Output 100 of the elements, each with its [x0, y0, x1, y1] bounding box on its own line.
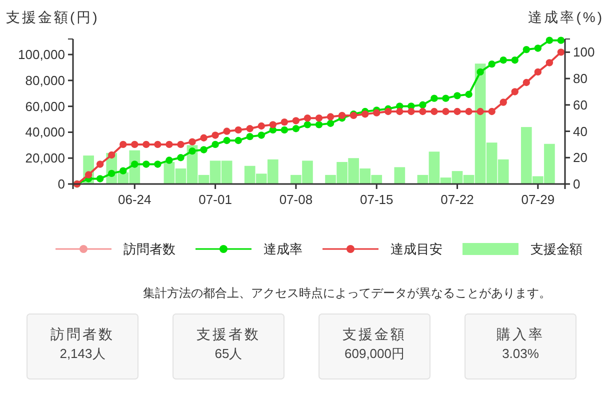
point — [454, 108, 461, 116]
point — [142, 140, 150, 148]
point — [177, 154, 184, 162]
point — [96, 160, 104, 168]
point — [108, 170, 116, 178]
point — [430, 94, 438, 102]
point — [280, 126, 288, 134]
y-tick-label: 80,000 — [25, 72, 65, 88]
text: 65人 — [214, 346, 242, 361]
legend-label: 達成目安 — [390, 242, 442, 256]
point — [200, 146, 208, 154]
point — [120, 140, 127, 148]
category-label: 訪問者数 — [50, 326, 114, 342]
point — [488, 60, 496, 68]
point — [396, 108, 404, 116]
y-tick-label: 40,000 — [25, 124, 65, 140]
point — [304, 121, 312, 128]
point — [338, 112, 346, 120]
point — [154, 160, 162, 168]
point — [511, 56, 518, 64]
point — [108, 151, 116, 159]
point — [96, 175, 104, 182]
text: 2,143人 — [60, 346, 106, 361]
point — [188, 147, 196, 155]
y2-tick-label: 40 — [573, 124, 588, 139]
point — [166, 156, 173, 164]
point — [84, 171, 92, 178]
point — [442, 108, 450, 116]
point — [465, 90, 472, 98]
category-label: 支援金額 — [342, 326, 406, 342]
point — [223, 136, 230, 144]
y2-tick-label: 20 — [573, 150, 588, 166]
point — [419, 108, 426, 116]
point — [430, 108, 438, 116]
point — [419, 101, 426, 109]
point — [326, 113, 334, 120]
y2-axis-title: 達成率(%) — [528, 9, 604, 25]
point — [212, 140, 219, 148]
y2-tick-label: 80 — [573, 71, 588, 86]
point — [476, 68, 484, 76]
point — [500, 56, 507, 64]
y-tick-label: 20,000 — [25, 150, 65, 166]
point — [454, 92, 461, 100]
point — [546, 36, 554, 44]
point — [408, 108, 415, 116]
point — [177, 140, 184, 148]
y-axis-title: 支援金額(円) — [6, 9, 100, 25]
point — [258, 132, 265, 139]
point — [326, 120, 334, 127]
point — [131, 160, 138, 168]
point — [258, 122, 265, 130]
legend-label: 訪問者数 — [124, 242, 176, 256]
point — [511, 88, 518, 96]
point — [373, 109, 380, 116]
point — [246, 132, 254, 140]
bar — [394, 167, 406, 184]
y2-tick-label: 100 — [573, 44, 595, 60]
point — [200, 134, 208, 142]
x-tick-label: 07-01 — [198, 192, 232, 207]
point — [212, 132, 219, 139]
point — [546, 59, 554, 66]
point — [280, 118, 288, 126]
y-tick-label: 60,000 — [25, 98, 65, 114]
y-tick-label: 0 — [58, 176, 65, 192]
point — [534, 44, 542, 52]
point — [465, 108, 472, 116]
point — [131, 140, 138, 148]
point — [315, 121, 323, 128]
point — [500, 98, 507, 106]
point — [223, 128, 230, 135]
point — [361, 110, 369, 118]
point — [557, 48, 565, 56]
point — [442, 94, 450, 102]
point — [476, 108, 484, 116]
y-tick-label: 100,000 — [18, 47, 65, 62]
y2-tick-label: 0 — [573, 176, 580, 192]
point — [304, 114, 312, 122]
category-label: 購入率 — [496, 326, 544, 342]
category-label: 支援者数 — [196, 326, 260, 342]
point — [488, 108, 496, 116]
point — [269, 121, 277, 128]
x-tick-label: 06-24 — [118, 192, 152, 207]
point — [234, 126, 242, 134]
point — [522, 78, 530, 86]
point — [292, 125, 300, 132]
point — [246, 125, 254, 132]
legend-label: 達成率 — [264, 242, 302, 256]
text: 集計方法の都合上、アクセス時点によってデータが異なることがあります。 — [143, 286, 551, 300]
point — [557, 36, 565, 44]
x-tick-label: 07-22 — [440, 192, 474, 207]
point — [188, 138, 196, 146]
text: 3.03% — [502, 346, 539, 361]
point — [534, 68, 542, 76]
point — [384, 108, 392, 116]
point — [120, 167, 127, 174]
point — [142, 160, 150, 168]
point — [292, 117, 300, 124]
legend-label: 支援金額 — [530, 242, 582, 256]
point — [522, 46, 530, 54]
x-tick-label: 07-29 — [521, 192, 555, 207]
